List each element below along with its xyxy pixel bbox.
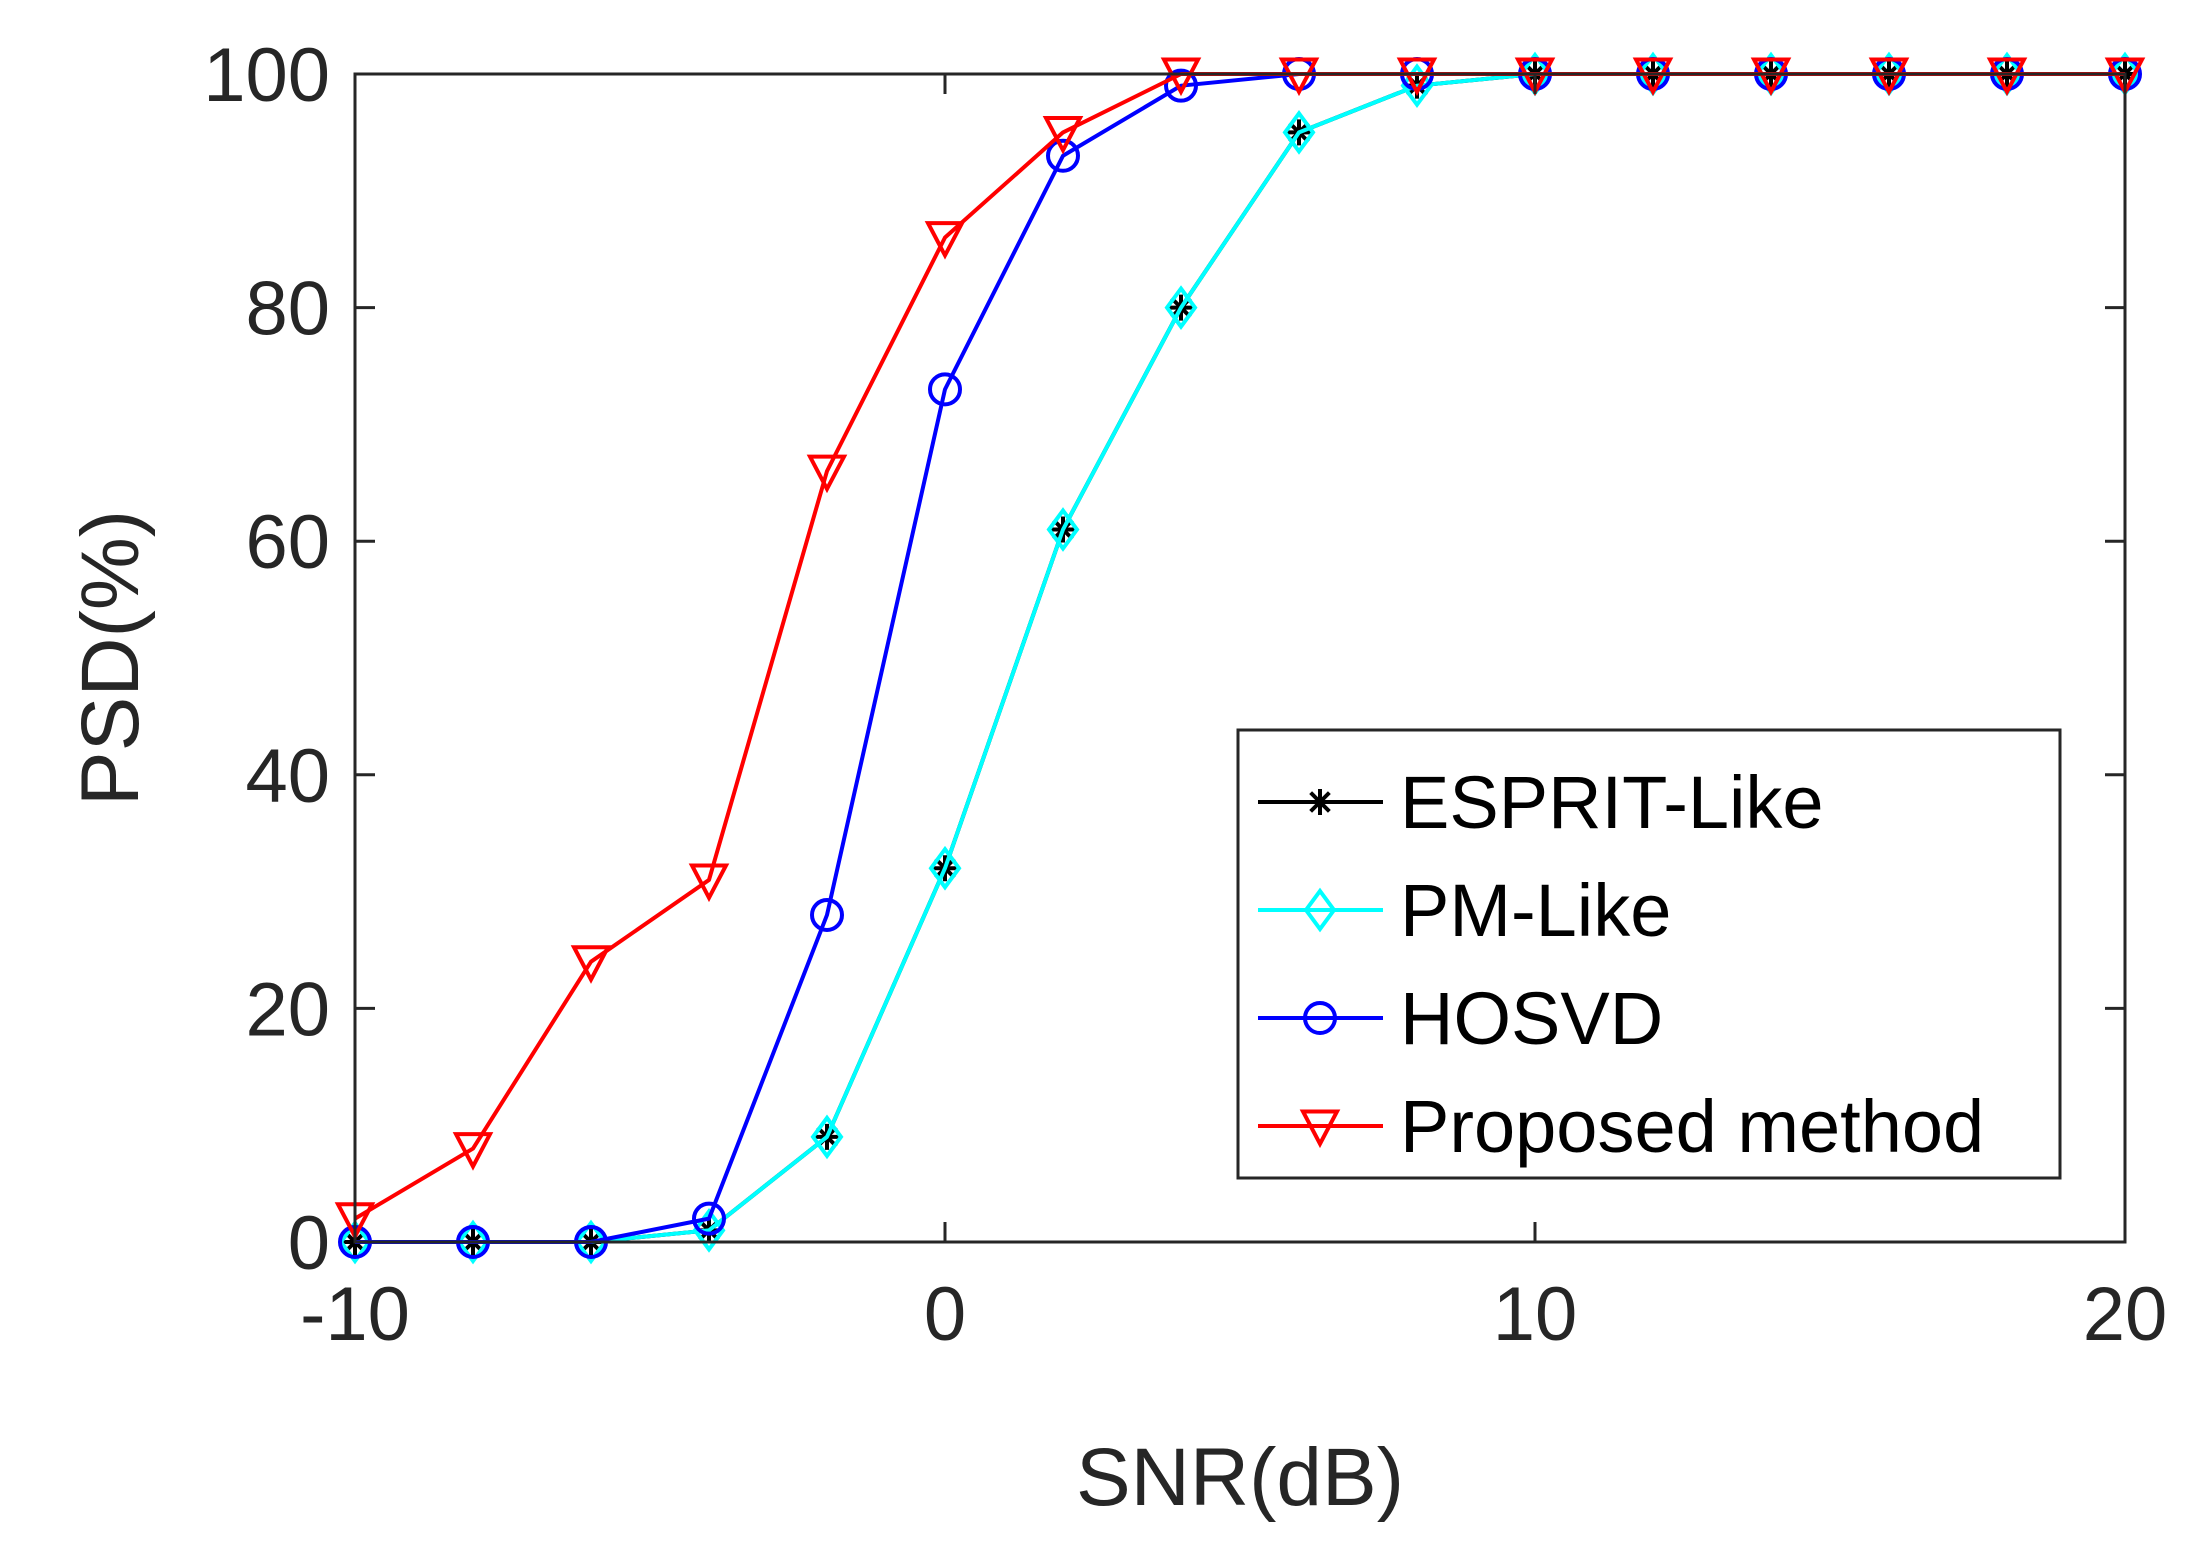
marker-circle [928,372,962,407]
legend-label: PM-Like [1400,869,1671,952]
marker-triangle [806,454,848,494]
marker-triangle [1632,57,1674,97]
legend-label: Proposed method [1400,1085,1984,1168]
data-point-proposed-method [2104,57,2146,97]
marker-diamond [1282,110,1316,155]
data-point-proposed-method [570,945,612,984]
data-point-hosvd [1164,68,1198,103]
marker-circle [1303,1001,1337,1035]
x-tick-label: 20 [2083,1272,2168,1357]
marker-diamond [574,1219,608,1265]
y-tick-label: 20 [245,967,330,1052]
data-point-proposed-method [1868,57,1910,97]
marker-diamond [456,1219,490,1265]
y-tick-label: 80 [245,267,330,352]
marker-triangle [452,1132,494,1171]
data-point-pm-like [574,1219,608,1265]
data-point-hosvd [692,1201,726,1236]
data-point-proposed-method [1750,57,1792,97]
marker-triangle [924,221,966,260]
axes-frame [353,72,2127,1244]
legend-entry-esprit-like: ESPRIT-Like [1258,761,1824,844]
y-tick-label: 100 [203,33,330,118]
marker-triangle [1396,57,1438,97]
data-point-proposed-method [452,1132,494,1171]
y-axis-label: PSD(%) [65,510,156,806]
legend: ESPRIT-Like PM-Like HOSVD Proposed method [1236,728,2062,1180]
marker-stroke [1309,791,1331,813]
data-point-pm-like [1046,507,1080,552]
data-point-pm-like [1164,285,1198,330]
data-point-proposed-method [924,221,966,260]
legend-swatch-marker [1303,887,1337,933]
legend-label: HOSVD [1400,977,1663,1060]
data-point-pm-like [810,1114,844,1160]
marker-triangle [1514,57,1556,97]
data-point-proposed-method [1986,57,2028,97]
x-tick-label: -10 [300,1272,410,1357]
data-point-proposed-method [1632,57,1674,97]
marker-triangle [688,863,730,903]
marker-triangle [1750,57,1792,97]
legend-entry-hosvd: HOSVD [1258,977,1663,1060]
marker-circle [1046,138,1080,173]
marker-triangle [2104,57,2146,97]
marker-circle [692,1201,726,1236]
x-axis-label: SNR(dB) [1076,1432,1404,1523]
data-point-hosvd [1046,138,1080,173]
marker-diamond [928,845,962,891]
x-tick-label: 0 [924,1272,966,1357]
y-tick-label: 40 [245,734,330,819]
data-point-proposed-method [1396,57,1438,97]
data-point-pm-like [1282,110,1316,155]
marker-circle [810,897,844,932]
data-point-proposed-method [1514,57,1556,97]
data-point-hosvd [928,372,962,407]
legend-entry-pm-like: PM-Like [1258,869,1671,952]
legend-swatch-marker [1307,789,1333,815]
data-point-proposed-method [806,454,848,494]
marker-diamond [1046,507,1080,552]
marker-triangle [1986,57,2028,97]
y-tick-label: 60 [245,500,330,585]
data-point-proposed-method [1042,115,1084,155]
marker-diamond [1303,887,1337,933]
marker-triangle [1868,57,1910,97]
marker-diamond [692,1207,726,1253]
x-tick-label: 10 [1493,1272,1578,1357]
legend-entry-proposed-method: Proposed method [1258,1085,1984,1168]
marker-triangle [570,945,612,984]
marker-triangle [1160,57,1202,97]
marker-diamond [338,1219,372,1265]
legend-swatch-marker [1303,1001,1337,1035]
marker-triangle [1278,57,1320,97]
data-point-pm-like [456,1219,490,1265]
data-point-hosvd [810,897,844,932]
marker-diamond [1400,63,1434,109]
legend-box [1236,728,2062,1180]
marker-triangle [1299,1109,1341,1149]
legend-swatch-marker [1299,1109,1341,1149]
data-point-proposed-method [1160,57,1202,97]
data-point-pm-like [692,1207,726,1253]
legend-label: ESPRIT-Like [1400,761,1824,844]
data-point-proposed-method [688,863,730,903]
data-point-proposed-method [1278,57,1320,97]
marker-diamond [810,1114,844,1160]
data-point-pm-like [338,1219,372,1265]
marker-diamond [1164,285,1198,330]
marker-circle [1164,68,1198,103]
y-tick-label: 0 [288,1201,330,1286]
marker-triangle [1042,115,1084,155]
axes-box [353,72,2127,1244]
data-point-pm-like [1400,63,1434,109]
data-point-pm-like [928,845,962,891]
